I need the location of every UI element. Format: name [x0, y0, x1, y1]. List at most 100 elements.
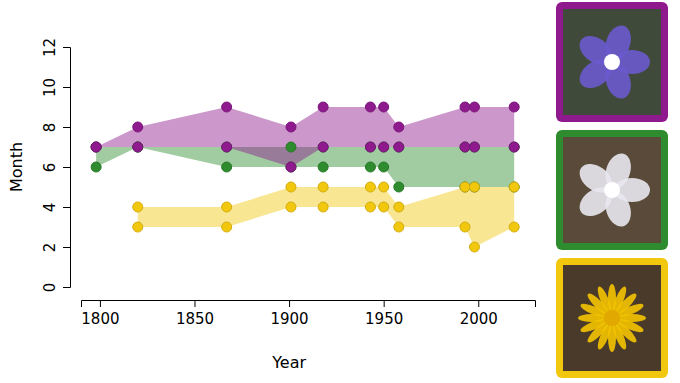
y-tick: 8 — [41, 123, 71, 133]
point — [286, 182, 296, 192]
x-axis: 1800 1850 1900 1950 2000 — [81, 300, 535, 328]
y-tick-label: 6 — [41, 163, 59, 173]
point — [469, 182, 479, 192]
point — [222, 102, 232, 112]
x-tick-label: 1800 — [81, 310, 119, 328]
point — [286, 202, 296, 212]
point — [286, 142, 296, 152]
point — [318, 202, 328, 212]
photo-background — [563, 9, 661, 115]
frame-border — [556, 130, 668, 250]
y-tick: 12 — [41, 38, 71, 57]
y-tick-label: 4 — [41, 203, 59, 213]
x-tick-label: 2000 — [460, 310, 498, 328]
x-tick-mark — [289, 300, 290, 307]
x-tick: 2000 — [460, 300, 498, 328]
y-tick-label: 10 — [41, 78, 59, 97]
point — [509, 142, 519, 152]
point — [286, 162, 296, 172]
point — [460, 182, 470, 192]
point — [133, 142, 143, 152]
point — [91, 162, 101, 172]
point — [365, 142, 375, 152]
point — [469, 242, 479, 252]
y-axis-line — [63, 48, 71, 288]
point — [469, 142, 479, 152]
point — [318, 102, 328, 112]
point — [469, 142, 479, 152]
point — [365, 102, 375, 112]
range-area — [96, 107, 514, 167]
point — [509, 222, 519, 232]
y-axis: 0 2 4 6 8 10 12 — [41, 38, 71, 292]
x-tick: 1950 — [365, 300, 403, 328]
point — [469, 182, 479, 192]
point — [91, 142, 101, 152]
y-tick-label: 0 — [41, 283, 59, 293]
point — [222, 202, 232, 212]
photo-center — [604, 310, 620, 326]
y-tick-mark — [63, 87, 70, 88]
point — [318, 142, 328, 152]
point — [318, 182, 328, 192]
point — [460, 182, 470, 192]
y-tick-mark — [63, 167, 70, 168]
plot-area — [91, 102, 519, 252]
point — [394, 142, 404, 152]
x-tick-mark — [100, 300, 101, 307]
x-axis-line — [82, 301, 536, 308]
point — [509, 182, 519, 192]
point — [379, 142, 389, 152]
y-tick-mark — [63, 127, 70, 128]
photo-frame — [556, 258, 668, 378]
point — [509, 102, 519, 112]
point — [133, 142, 143, 152]
photo-frame — [556, 130, 668, 250]
photo-center — [604, 182, 620, 198]
x-axis-title: Year — [271, 353, 306, 372]
point — [286, 162, 296, 172]
point — [286, 122, 296, 132]
point — [222, 142, 232, 152]
photo-petal — [616, 301, 645, 319]
point — [394, 182, 404, 192]
y-tick-label: 8 — [41, 123, 59, 133]
point — [394, 202, 404, 212]
y-tick-label: 2 — [41, 243, 59, 253]
point — [133, 142, 143, 152]
y-tick-mark — [63, 47, 70, 48]
y-tick-mark — [63, 287, 70, 288]
point — [222, 162, 232, 172]
photo-background — [563, 265, 661, 371]
y-tick: 0 — [41, 283, 71, 293]
point — [509, 182, 519, 192]
point — [318, 142, 328, 152]
point — [379, 202, 389, 212]
point — [222, 222, 232, 232]
y-tick-mark — [63, 207, 70, 208]
point — [379, 182, 389, 192]
y-axis-title: Month — [7, 142, 26, 192]
point — [91, 142, 101, 152]
photo-background — [563, 137, 661, 243]
point — [222, 142, 232, 152]
photo-center — [604, 54, 620, 70]
x-tick-mark — [195, 300, 196, 307]
point — [365, 182, 375, 192]
frame-border — [556, 2, 668, 122]
point — [365, 202, 375, 212]
point — [379, 162, 389, 172]
point — [133, 122, 143, 132]
point — [460, 142, 470, 152]
point — [460, 142, 470, 152]
point — [460, 222, 470, 232]
point — [469, 102, 479, 112]
point — [365, 162, 375, 172]
point — [394, 222, 404, 232]
point — [365, 142, 375, 152]
photo-frame — [556, 2, 668, 122]
x-tick-label: 1950 — [365, 310, 403, 328]
x-tick: 1900 — [270, 300, 308, 328]
point — [133, 202, 143, 212]
x-tick-label: 1850 — [176, 310, 214, 328]
